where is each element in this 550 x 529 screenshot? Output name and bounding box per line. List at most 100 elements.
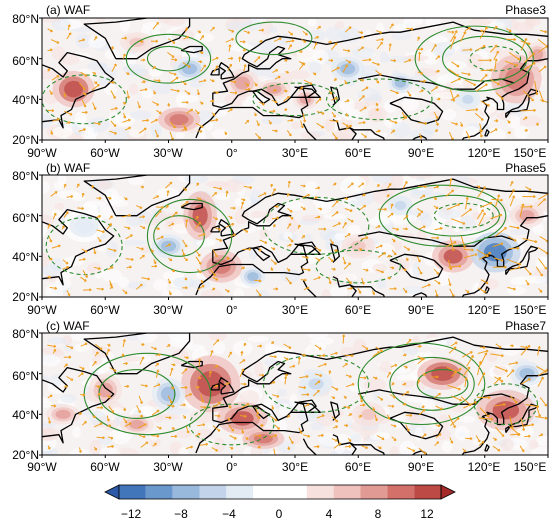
- lon-label: 90°E: [408, 303, 434, 317]
- anomaly-speckle: [372, 169, 394, 184]
- colorbar-segment: [253, 485, 280, 499]
- anomaly-speckle: [57, 190, 79, 199]
- panel-c-phase: Phase7: [505, 319, 546, 333]
- lon-label: 0°: [226, 146, 238, 160]
- anomaly-speckle: [514, 22, 534, 33]
- lat-label: 80°N: [12, 327, 39, 341]
- anomaly-blob: [161, 241, 176, 252]
- lon-label: 30°E: [282, 146, 308, 160]
- anomaly-speckle: [77, 117, 86, 129]
- colorbar-segment: [146, 485, 173, 499]
- lon-label: 30°E: [282, 460, 308, 474]
- anomaly-speckle: [163, 15, 185, 25]
- anomaly-blob: [129, 420, 144, 429]
- colorbar-segment: [334, 485, 361, 499]
- anomaly-speckle: [415, 13, 424, 25]
- anomaly-blob: [431, 366, 454, 381]
- colorbar-segment: [361, 485, 388, 499]
- lon-label: 90°E: [408, 460, 434, 474]
- lat-label: 40°N: [12, 408, 39, 422]
- colorbar-tick-label: 12: [420, 507, 434, 521]
- colorbar-segment: [173, 485, 200, 499]
- anomaly-speckle: [251, 211, 265, 219]
- colorbar-segments: [105, 485, 455, 499]
- anomaly-speckle: [391, 172, 404, 188]
- anomaly-speckle: [69, 448, 89, 460]
- anomaly-speckle: [169, 327, 193, 342]
- lon-label: 60°W: [90, 146, 120, 160]
- panel-c-title: (c) WAF: [46, 319, 90, 333]
- anomaly-speckle: [308, 19, 317, 27]
- anomaly-blob: [55, 410, 70, 419]
- colorbar: −12 −8 −4 0 4 8 12: [105, 485, 455, 521]
- anomaly-speckle: [322, 289, 331, 302]
- lon-label: 90°E: [408, 146, 434, 160]
- anomaly-speckle: [500, 439, 514, 451]
- lon-label: 30°E: [282, 303, 308, 317]
- anomaly-speckle: [452, 216, 461, 232]
- anomaly-speckle: [176, 93, 188, 108]
- colorbar-tick-label: 4: [326, 507, 333, 521]
- anomaly-speckle: [410, 190, 429, 199]
- anomaly-speckle: [150, 123, 162, 135]
- lon-label: 60°E: [345, 460, 371, 474]
- anomaly-speckle: [196, 240, 214, 246]
- panel-a-title: (a) WAF: [46, 3, 90, 17]
- anomaly-blob: [182, 63, 197, 74]
- lat-label: 80°N: [12, 12, 39, 26]
- lon-label: 30°W: [153, 146, 183, 160]
- anomaly-speckle: [289, 70, 310, 79]
- lon-label: 120°E: [468, 146, 501, 160]
- anomaly-speckle: [468, 18, 491, 25]
- anomaly-speckle: [459, 416, 476, 423]
- anomaly-speckle: [364, 378, 387, 391]
- anomaly-speckle: [510, 229, 528, 235]
- lon-label: 0°: [226, 303, 238, 317]
- anomaly-speckle: [61, 394, 77, 403]
- lon-label: 150°E: [514, 146, 547, 160]
- anomaly-speckle: [201, 290, 223, 302]
- lat-label: 40°N: [12, 93, 39, 107]
- anomaly-speckle: [324, 214, 347, 220]
- colorbar-segment: [414, 485, 441, 499]
- anomaly-blob: [519, 368, 534, 379]
- anomaly-speckle: [89, 440, 101, 455]
- anomaly-blob: [462, 95, 473, 104]
- lat-label: 60°N: [12, 54, 39, 68]
- anomaly-speckle: [117, 277, 129, 288]
- colorbar-tick-labels: −12 −8 −4 0 4 8 12: [121, 507, 434, 521]
- lat-label: 20°N: [12, 133, 39, 147]
- anomaly-speckle: [354, 188, 362, 194]
- anomaly-speckle: [213, 341, 225, 355]
- anomaly-speckle: [175, 132, 185, 138]
- anomaly-speckle: [74, 343, 89, 352]
- colorbar-tick-label: 0: [276, 507, 283, 521]
- anomaly-speckle: [309, 61, 321, 73]
- anomaly-speckle: [242, 100, 251, 108]
- colorbar-segment: [119, 485, 146, 499]
- anomaly-speckle: [42, 347, 62, 354]
- anomaly-speckle: [128, 178, 145, 185]
- anomaly-speckle: [126, 212, 144, 226]
- anomaly-speckle: [349, 385, 361, 391]
- anomaly-speckle: [272, 348, 295, 363]
- anomaly-speckle: [438, 208, 460, 219]
- anomaly-speckle: [247, 336, 269, 342]
- anomaly-speckle: [52, 126, 72, 137]
- anomaly-speckle: [350, 433, 361, 442]
- anomaly-speckle: [370, 94, 382, 101]
- anomaly-speckle: [310, 422, 324, 431]
- anomaly-blob: [231, 411, 254, 426]
- lat-label: 60°N: [12, 211, 39, 225]
- panel-b-phase: Phase5: [505, 161, 546, 175]
- anomaly-speckle: [514, 126, 529, 139]
- anomaly-speckle: [480, 102, 496, 114]
- anomaly-speckle: [379, 52, 388, 63]
- colorbar-segment: [226, 485, 253, 499]
- anomaly-speckle: [434, 428, 451, 440]
- anomaly-speckle: [283, 232, 292, 240]
- anomaly-speckle: [99, 447, 121, 460]
- anomaly-blob: [266, 85, 281, 94]
- lat-label: 20°N: [12, 290, 39, 304]
